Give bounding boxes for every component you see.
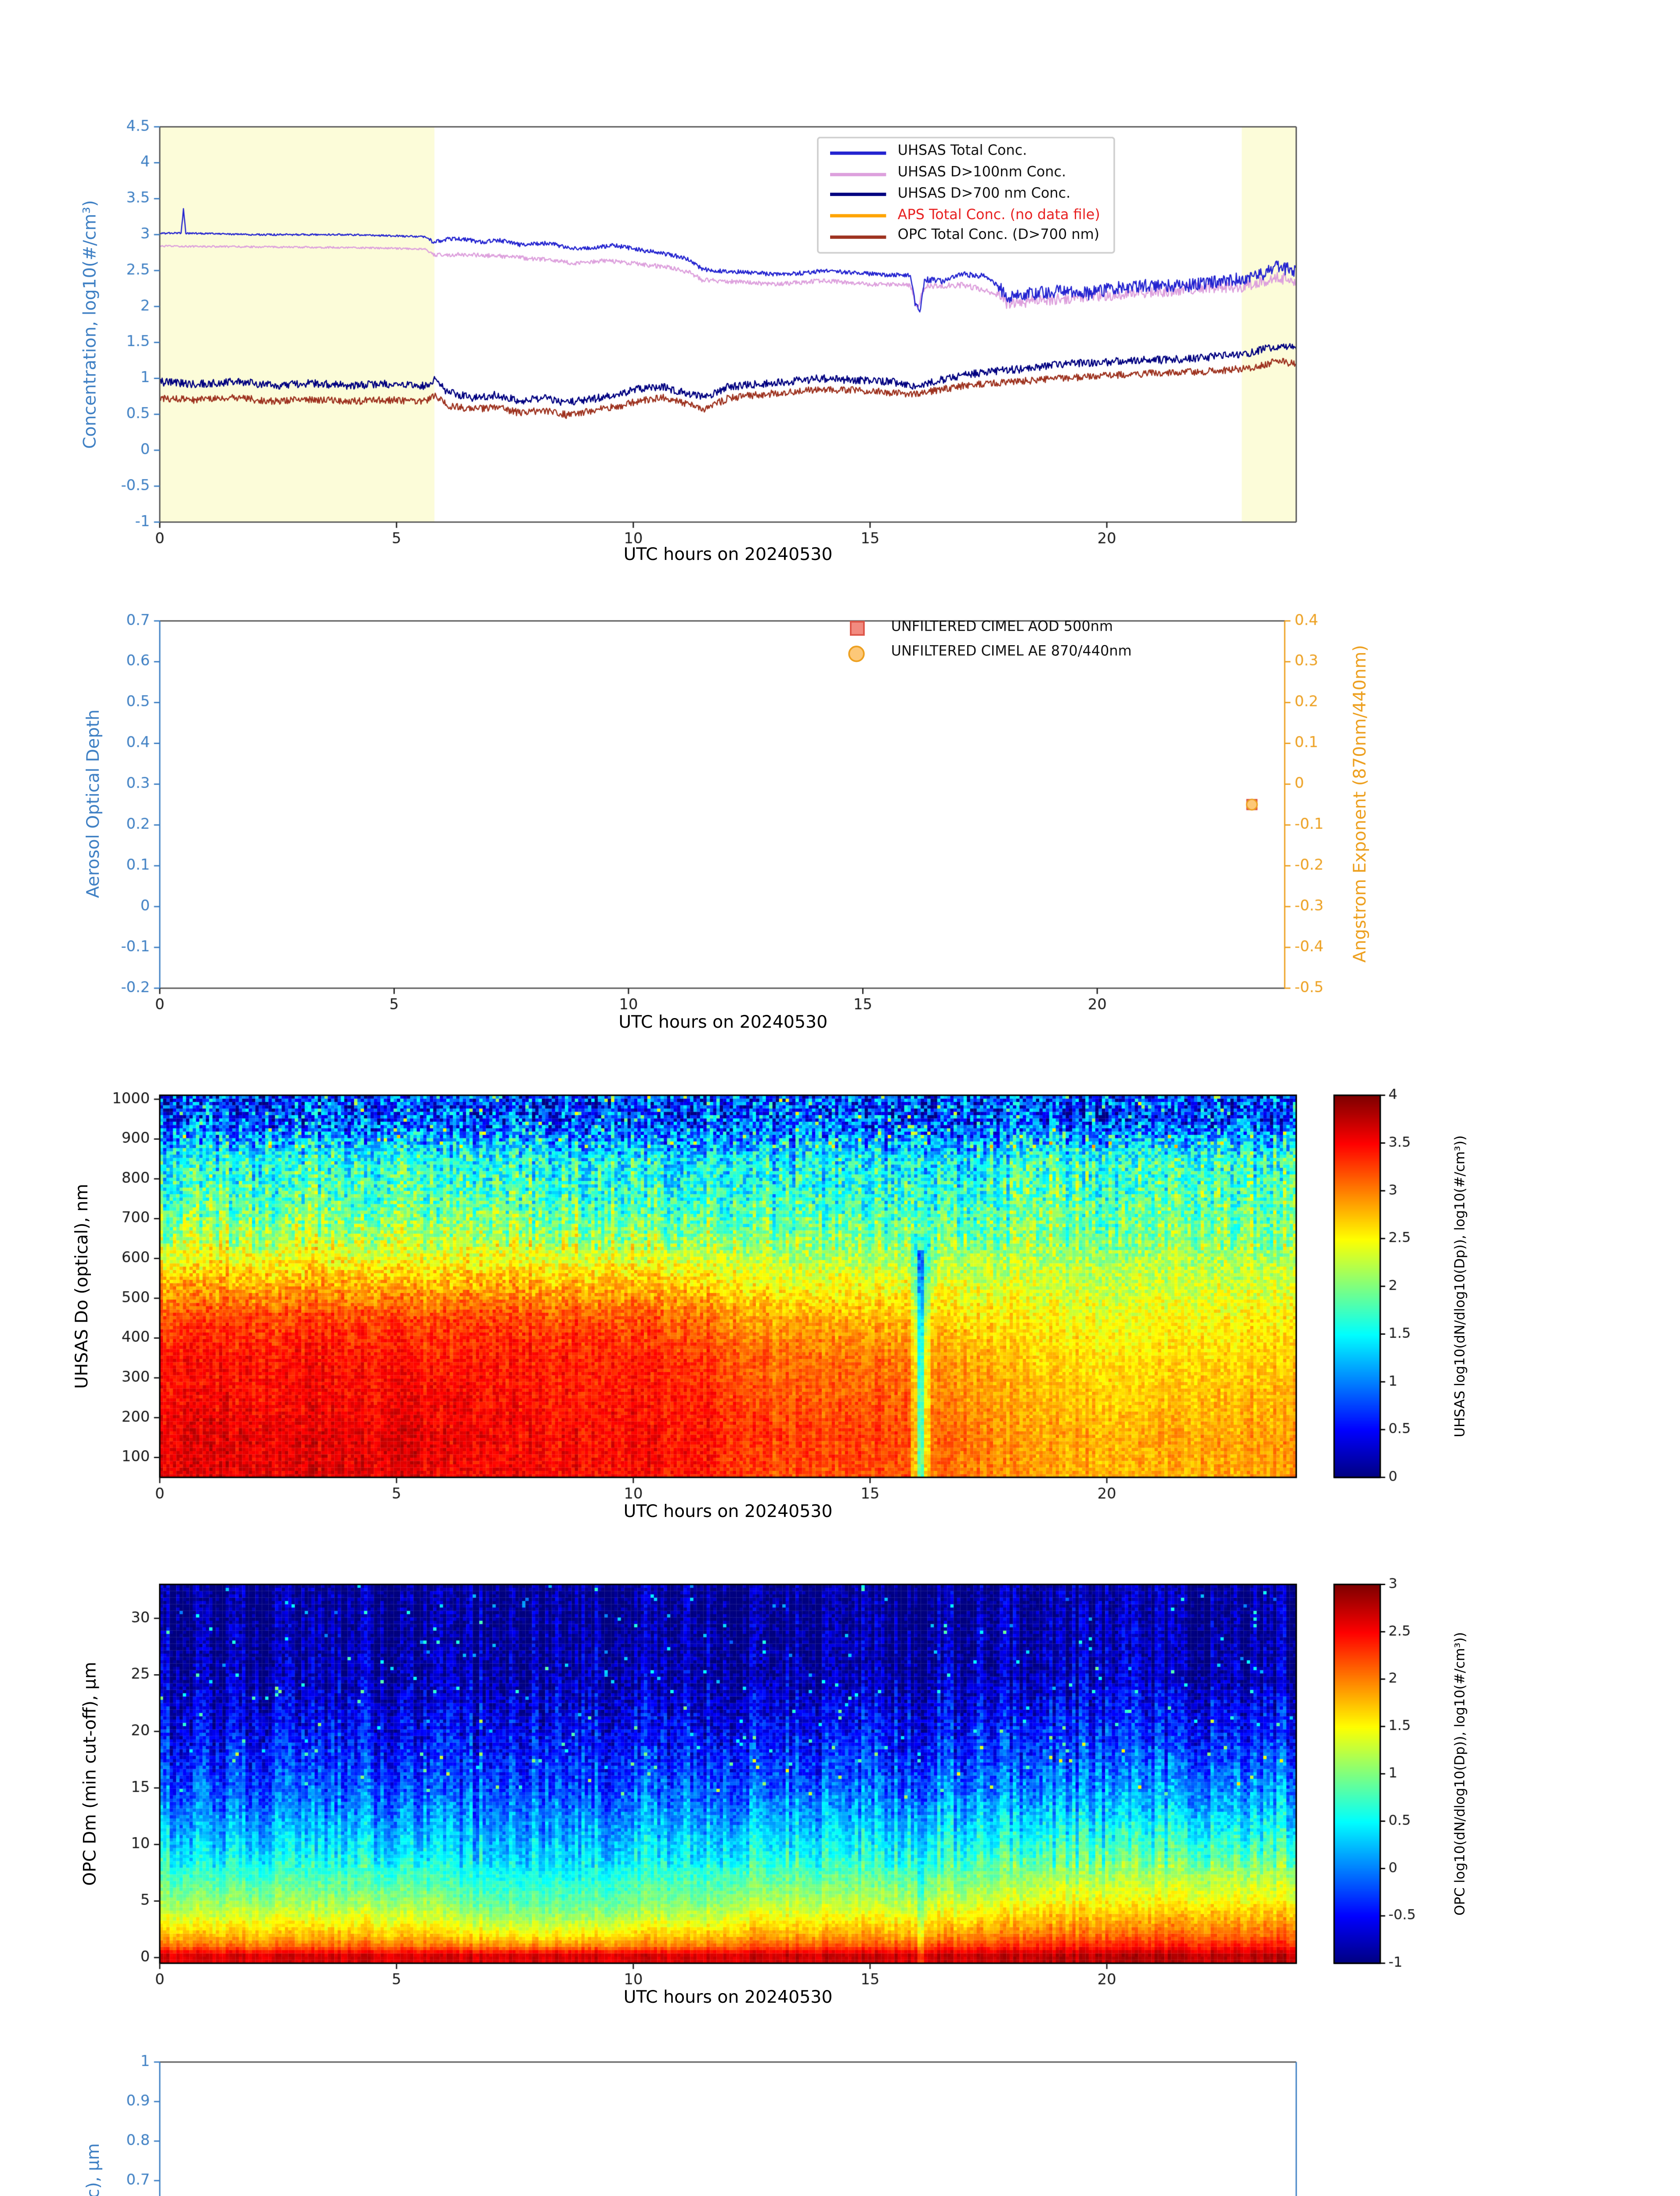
- legend-label: UHSAS D>700 nm Conc.: [897, 185, 1071, 202]
- circle-marker-icon: [848, 645, 865, 661]
- legend-line-sample: [830, 151, 886, 155]
- y-axis-label-aod: Aerosol Optical Depth: [84, 709, 104, 898]
- legend-entry: UHSAS Total Conc.: [830, 143, 1100, 160]
- legend-label: OPC Total Conc. (D>700 nm): [897, 228, 1100, 245]
- legend-label: UHSAS D>100nm Conc.: [897, 164, 1066, 181]
- y-axis-label-opc-size: OPC Dm (min cut-off), μm: [80, 1661, 101, 1886]
- y-axis-label-uhsas-size: UHSAS Do (optical), nm: [72, 1184, 92, 1389]
- x-axis-label-panel4: UTC hours on 20240530: [623, 1988, 833, 2008]
- legend-line-sample: [830, 235, 886, 239]
- square-marker-icon: [849, 621, 864, 636]
- legend-label: UNFILTERED CIMEL AOD 500nm: [891, 619, 1113, 636]
- legend-label: UHSAS Total Conc.: [897, 143, 1027, 160]
- legend-entry: UHSAS D>700 nm Conc.: [830, 185, 1100, 202]
- legend-line-sample: [830, 214, 886, 218]
- legend-label: APS Total Conc. (no data file): [897, 206, 1100, 224]
- legend-concentration: UHSAS Total Conc. UHSAS D>100nm Conc. UHSA…: [817, 137, 1115, 253]
- legend-cimel: UNFILTERED CIMEL AOD 500nm UNFILTERED CIM…: [834, 618, 1132, 664]
- legend-line-sample: [830, 172, 886, 176]
- legend-entry: APS Total Conc. (no data file): [830, 206, 1100, 224]
- y-axis-label-concentration: Concentration, log10(#/cm³): [80, 200, 101, 449]
- colorbar-label-opc: OPC log10(dN/dlog10(Dp)), log10(#/cm³)): [1451, 1632, 1468, 1916]
- legend-entry: UNFILTERED CIMEL AE 870/440nm: [834, 643, 1132, 664]
- y-axis-label-aps: APS Da (aerodynamic), μm: [84, 2143, 104, 2196]
- legend-entry: UHSAS D>100nm Conc.: [830, 164, 1100, 181]
- colorbar-label-uhsas: UHSAS log10(dN/dlog10(Dp)), log10(#/cm³)…: [1451, 1135, 1468, 1438]
- y-axis-label-angstrom: Angstrom Exponent (870nm/440nm): [1351, 645, 1370, 963]
- x-axis-label-panel3: UTC hours on 20240530: [623, 1502, 833, 1522]
- x-axis-label-panel2: UTC hours on 20240530: [618, 1013, 828, 1033]
- legend-line-sample: [830, 193, 886, 197]
- legend-marker-handle: [834, 645, 880, 661]
- x-axis-label-panel1: UTC hours on 20240530: [623, 545, 833, 565]
- legend-entry: OPC Total Conc. (D>700 nm): [830, 228, 1100, 245]
- legend-entry: UNFILTERED CIMEL AOD 500nm: [834, 618, 1132, 639]
- legend-marker-handle: [834, 621, 880, 636]
- legend-label: UNFILTERED CIMEL AE 870/440nm: [891, 643, 1132, 661]
